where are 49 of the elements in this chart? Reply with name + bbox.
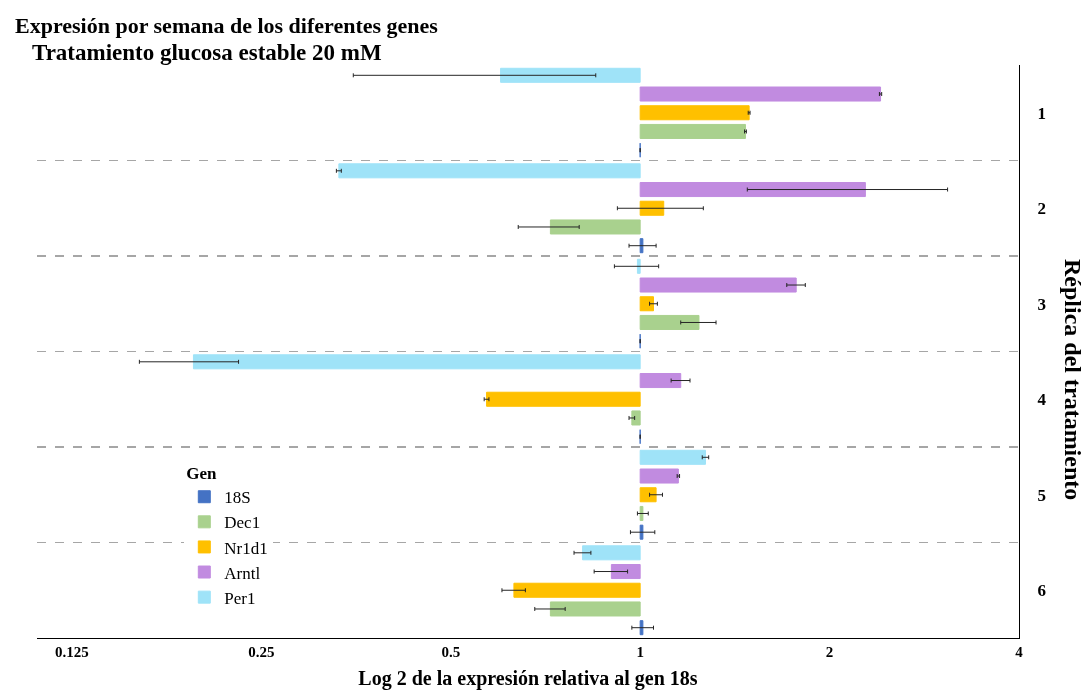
bar <box>338 163 641 179</box>
bar <box>639 296 655 312</box>
x-tick-label: 2 <box>825 644 834 660</box>
x-axis-title: Log 2 de la expresión relativa al gen 18s <box>358 666 698 690</box>
x-tick-label: 0.25 <box>248 644 275 660</box>
bar <box>639 182 866 198</box>
bar <box>513 582 641 598</box>
bar <box>639 487 657 503</box>
x-tick-label: 4 <box>1015 644 1024 660</box>
bar <box>639 524 644 540</box>
legend-label: Per1 <box>224 588 256 608</box>
bar <box>639 200 665 216</box>
x-tick-label: 1 <box>636 644 644 660</box>
bar <box>549 601 641 617</box>
bar <box>631 410 641 426</box>
legend-label: Arntl <box>224 563 261 583</box>
bar <box>639 468 679 484</box>
bar <box>639 620 644 636</box>
bar <box>639 449 706 465</box>
y-tick-label: 6 <box>1037 581 1046 601</box>
y-tick-label: 4 <box>1037 390 1047 410</box>
x-tick-label: 0.125 <box>55 644 89 660</box>
chart-title: Expresión por semana de los diferentes genes <box>15 13 439 38</box>
bar <box>500 67 641 83</box>
bar <box>582 545 641 561</box>
y-tick-label: 1 <box>1037 103 1046 123</box>
chart-subtitle: Tratamiento glucosa estable 20 mM <box>32 40 382 65</box>
bar <box>639 277 797 293</box>
bar <box>639 314 700 330</box>
bar <box>192 354 641 370</box>
bar <box>639 505 644 521</box>
y-axis-title: Réplica del tratamiento <box>1060 259 1086 501</box>
bar <box>639 86 882 102</box>
bar <box>486 391 641 407</box>
bar <box>639 123 746 139</box>
bar <box>639 373 682 389</box>
bar <box>610 564 641 580</box>
y-tick-label: 2 <box>1037 199 1046 219</box>
x-tick-label: 0.5 <box>441 644 461 660</box>
y-tick-label: 5 <box>1037 485 1046 505</box>
legend-label: Nr1d1 <box>224 538 268 558</box>
y-tick-label: 3 <box>1037 294 1046 314</box>
legend-title: Gen <box>186 464 218 484</box>
bar <box>639 238 644 254</box>
bar <box>639 105 750 121</box>
legend-label: Dec1 <box>224 513 261 533</box>
bar <box>636 258 641 274</box>
legend-label: 18S <box>224 488 251 508</box>
bar <box>549 219 641 235</box>
